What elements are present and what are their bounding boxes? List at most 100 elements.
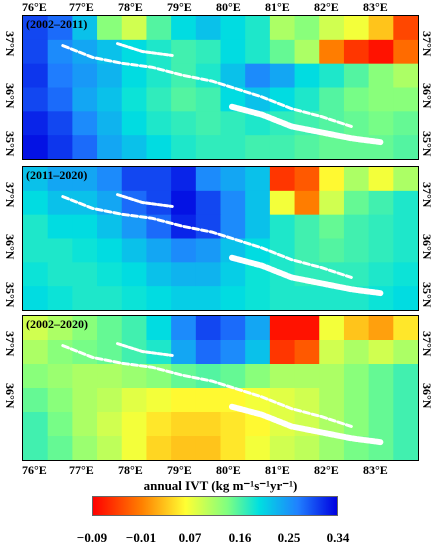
grid-cell — [393, 364, 418, 389]
grid-cell — [294, 63, 320, 89]
latitude-label: 36°N — [3, 383, 17, 409]
period-label: (2002–2020) — [26, 317, 88, 331]
grid-cell — [121, 87, 148, 112]
grid-cell — [23, 190, 49, 216]
grid-cell — [245, 39, 271, 65]
latitude-label: 35°N — [420, 131, 434, 157]
grid-cell — [319, 316, 345, 341]
glacier-outline — [228, 103, 385, 146]
grid-cell — [195, 436, 222, 460]
grid-cell — [72, 388, 98, 413]
latitude-label: 36°N — [420, 83, 434, 109]
grid-cell — [47, 340, 73, 365]
grid-cell — [23, 111, 49, 136]
grid-cell — [220, 167, 246, 192]
grid-cell — [269, 364, 296, 389]
grid-cell — [343, 87, 370, 112]
grid-cell — [121, 111, 148, 136]
grid-cell — [146, 316, 172, 341]
grid-cell — [195, 364, 222, 389]
grid-cell — [368, 63, 394, 89]
grid-cell — [171, 388, 197, 413]
grid-cell — [47, 190, 73, 216]
grid-cell — [220, 135, 246, 159]
grid-cell — [146, 262, 172, 287]
grid-cell — [269, 190, 296, 216]
grid-cell — [245, 63, 271, 89]
grid-cell — [319, 340, 345, 365]
grid-cell — [245, 316, 271, 341]
grid-cell — [47, 111, 73, 136]
grid-cell — [121, 167, 148, 192]
grid-cell — [72, 364, 98, 389]
longitude-label: 77°E — [69, 0, 94, 14]
grid-cell — [47, 286, 73, 310]
grid-cell — [294, 364, 320, 389]
grid-cell — [47, 412, 73, 437]
grid-cell — [393, 111, 418, 136]
grid-cell — [146, 167, 172, 192]
grid-cell — [97, 388, 123, 413]
grid-cell — [294, 340, 320, 365]
grid-cell — [171, 412, 197, 437]
grid-cell — [220, 111, 246, 136]
grid-cell — [368, 87, 394, 112]
grid-cell — [393, 63, 418, 89]
grid-cell — [195, 316, 222, 341]
grid-cell — [97, 238, 123, 263]
grid-cell — [319, 214, 345, 240]
grid-cell — [23, 167, 49, 192]
grid-cell — [47, 238, 73, 263]
grid-cell — [72, 111, 98, 136]
grid-cell — [343, 388, 370, 413]
colorbar — [92, 496, 338, 516]
longitude-label: 76°E — [22, 0, 47, 14]
grid-cell — [245, 340, 271, 365]
grid-cell — [72, 214, 98, 240]
grid-cell — [393, 340, 418, 365]
grid-cell — [121, 316, 148, 341]
grid-cell — [294, 16, 320, 41]
ivt-heatmap — [23, 167, 418, 310]
grid-cell — [72, 286, 98, 310]
grid-cell — [368, 39, 394, 65]
glacier-outline — [116, 193, 174, 208]
grid-cell — [121, 135, 148, 159]
grid-cell — [23, 436, 49, 460]
map-panel-2002-2020: (2002–2020) — [22, 315, 419, 461]
grid-cell — [269, 135, 296, 159]
colorbar-tick-label: 0.25 — [277, 530, 301, 545]
grid-cell — [23, 316, 49, 341]
grid-cell — [294, 286, 320, 310]
latitude-label: 36°N — [420, 234, 434, 260]
grid-cell — [47, 87, 73, 112]
grid-cell — [343, 111, 370, 136]
grid-cell — [343, 262, 370, 287]
grid-cell — [319, 63, 345, 89]
grid-cell — [319, 364, 345, 389]
grid-cell — [319, 135, 345, 159]
grid-cell — [368, 340, 394, 365]
grid-cell — [171, 238, 197, 263]
grid-cell — [72, 412, 98, 437]
grid-cell — [195, 63, 222, 89]
grid-cell — [97, 262, 123, 287]
grid-cell — [269, 436, 296, 460]
longitude-label: 77°E — [69, 463, 94, 477]
grid-cell — [195, 214, 222, 240]
grid-cell — [195, 135, 222, 159]
grid-cell — [195, 286, 222, 310]
grid-cell — [368, 167, 394, 192]
grid-cell — [319, 238, 345, 263]
latitude-label: 37°N — [420, 331, 434, 357]
latitude-label: 36°N — [3, 83, 17, 109]
grid-cell — [220, 436, 246, 460]
grid-cell — [393, 388, 418, 413]
latitude-label: 37°N — [3, 331, 17, 357]
grid-cell — [220, 16, 246, 41]
grid-cell — [368, 111, 394, 136]
grid-cell — [294, 214, 320, 240]
colorbar-tick-label: −0.01 — [125, 530, 157, 545]
grid-cell — [220, 316, 246, 341]
period-label: (2002–2011) — [26, 17, 88, 31]
